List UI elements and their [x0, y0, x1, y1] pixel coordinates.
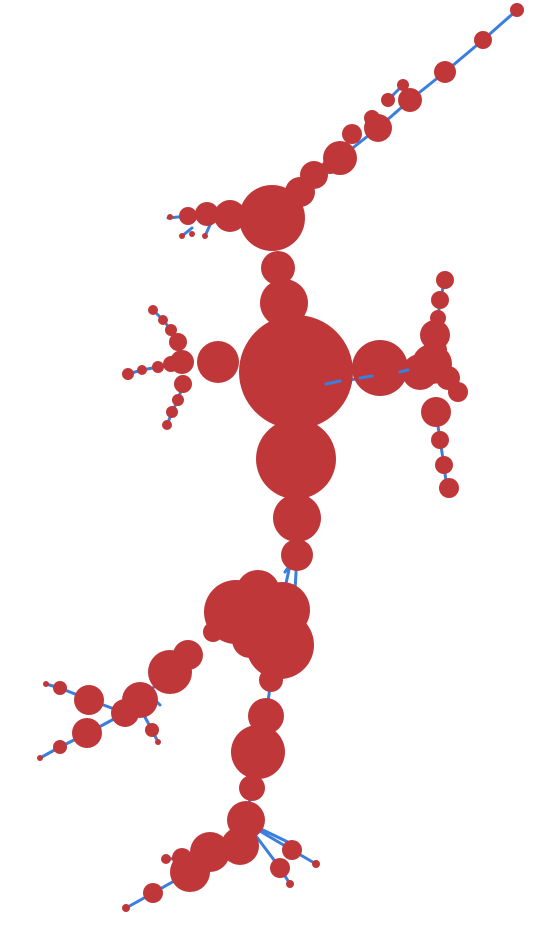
graph-node [161, 854, 171, 864]
graph-node [166, 406, 178, 418]
graph-node [139, 684, 151, 696]
graph-node [53, 740, 67, 754]
graph-node [282, 840, 302, 860]
graph-node [72, 718, 102, 748]
graph-node [434, 61, 456, 83]
graph-node [122, 368, 134, 380]
graph-node [431, 291, 449, 309]
graph-node [231, 725, 285, 779]
graph-node [148, 650, 192, 694]
graph-node [239, 775, 265, 801]
graph-node [74, 685, 104, 715]
graph-node [169, 333, 187, 351]
graph-node [397, 79, 409, 91]
graph-node [165, 324, 177, 336]
graph-node [312, 860, 320, 868]
graph-node [232, 622, 268, 658]
graph-node [221, 827, 259, 865]
graph-node [398, 88, 422, 112]
graph-node [163, 356, 179, 372]
graph-node [364, 110, 380, 126]
graph-node [381, 93, 395, 107]
graph-node [122, 904, 130, 912]
graph-nodes [37, 3, 524, 912]
graph-node [203, 622, 223, 642]
graph-node [179, 207, 197, 225]
graph-node [510, 3, 524, 17]
graph-edge [358, 374, 374, 380]
graph-node [286, 880, 294, 888]
graph-node [143, 883, 163, 903]
graph-node [273, 494, 321, 542]
graph-node [202, 233, 208, 239]
graph-node [174, 375, 192, 393]
graph-node [195, 202, 219, 226]
graph-node [239, 315, 353, 429]
graph-node [342, 124, 362, 144]
graph-node [248, 698, 284, 734]
graph-node [172, 848, 192, 868]
graph-node [162, 420, 172, 430]
graph-node [421, 397, 451, 427]
graph-node [167, 214, 173, 220]
graph-node [439, 478, 459, 498]
graph-node [43, 681, 49, 687]
graph-node [270, 858, 290, 878]
graph-node [172, 394, 184, 406]
graph-node [197, 341, 239, 383]
graph-node [53, 681, 67, 695]
graph-node [448, 382, 468, 402]
graph-node [281, 539, 313, 571]
graph-node [423, 338, 447, 362]
graph-node [152, 361, 164, 373]
graph-node [435, 456, 453, 474]
graph-node [436, 271, 454, 289]
graph-node [239, 185, 305, 251]
graph-node [261, 251, 295, 285]
graph-node [179, 233, 185, 239]
graph-node [155, 739, 161, 745]
graph-node [256, 419, 336, 499]
graph-node [474, 31, 492, 49]
graph-node [145, 723, 159, 737]
graph-node [189, 231, 195, 237]
graph-edge [324, 379, 342, 386]
graph-node [214, 200, 246, 232]
graph-node [137, 365, 147, 375]
graph-node [352, 340, 408, 396]
graph-edge [398, 368, 410, 374]
graph-node [111, 699, 139, 727]
graph-node [431, 431, 449, 449]
graph-node [259, 668, 283, 692]
graph-node [37, 755, 43, 761]
graph-node [158, 315, 168, 325]
graph-node [148, 305, 158, 315]
